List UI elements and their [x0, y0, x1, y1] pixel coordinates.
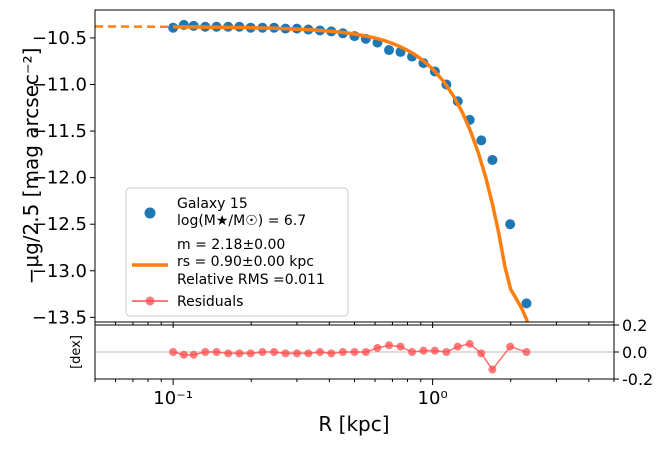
main-y-tick-label: −12.0: [32, 168, 87, 189]
residual-point: [224, 349, 233, 358]
main-y-axis-label: −μg/2.5 [mag arcsec⁻²]: [19, 48, 43, 285]
residual-point: [189, 350, 198, 359]
galaxy-data-point: [521, 298, 532, 309]
main-y-tick-label: −13.5: [32, 307, 87, 328]
residual-point: [304, 349, 313, 358]
residual-y-axis: 0.2 0.0 -0.2: [614, 316, 653, 389]
residual-point: [396, 342, 405, 351]
main-y-tick-label: −11.0: [32, 75, 87, 96]
residual-point: [179, 350, 188, 359]
residual-y-axis-label: [dex]: [69, 335, 84, 369]
legend-residuals-marker: [145, 296, 155, 306]
residual-y-tick-label: -0.2: [622, 370, 653, 389]
legend-m-label: m = 2.18±0.00: [177, 237, 285, 253]
residual-point: [384, 341, 393, 350]
residual-point: [292, 349, 301, 358]
residual-point: [281, 349, 290, 358]
residual-point: [246, 349, 255, 358]
legend-mass-label: log(M★/M☉) = 6.7: [177, 213, 306, 229]
sersic-fit-line: [173, 25, 530, 322]
legend-galaxy-label: Galaxy 15: [177, 196, 248, 212]
residual-point: [373, 343, 382, 352]
legend-box: [125, 187, 349, 317]
residual-point: [408, 348, 417, 356]
residual-point: [430, 346, 439, 355]
galaxy-data-point: [505, 219, 516, 230]
residual-point: [212, 348, 221, 356]
residual-point: [270, 348, 279, 356]
x-axis-label: R [kpc]: [318, 412, 389, 436]
legend-rms-label: Relative RMS =0.011: [177, 272, 325, 288]
residual-point: [235, 349, 244, 358]
main-y-tick-label: −12.5: [32, 214, 87, 235]
residual-point: [453, 342, 462, 351]
main-y-tick-label: −10.5: [32, 28, 87, 49]
legend-residuals-label: Residuals: [177, 294, 243, 310]
residual-point: [258, 348, 267, 356]
residual-point: [442, 348, 451, 356]
residual-point: [169, 348, 178, 356]
residual-y-tick-label: 0.2: [622, 316, 647, 335]
legend: Galaxy 15 log(M★/M☉) = 6.7 m = 2.18±0.00…: [125, 187, 349, 317]
residual-point: [338, 348, 347, 356]
residual-plot-area: [95, 339, 614, 374]
legend-galaxy-marker: [144, 207, 156, 219]
residual-point: [477, 349, 486, 358]
legend-rs-label: rs = 0.90±0.00 kpc: [177, 254, 314, 270]
galaxy-data-point: [383, 45, 394, 56]
galaxy-data-point: [476, 135, 487, 146]
main-y-tick-label: −13.0: [32, 261, 87, 282]
residual-point: [201, 348, 210, 356]
residual-y-tick-label: 0.0: [622, 343, 647, 362]
galaxy-data-point: [487, 154, 498, 165]
residual-point: [327, 349, 336, 358]
residual-point: [315, 348, 324, 356]
main-y-axis: −10.5 −11.0 −11.5 −12.0 −12.5 −13.0 −13.5: [32, 28, 95, 328]
residual-point: [361, 348, 370, 356]
x-tick-label: 10⁰: [418, 388, 448, 409]
residual-point: [522, 348, 531, 356]
x-tick-label: 10⁻¹: [153, 388, 193, 409]
residual-point: [465, 339, 474, 348]
residual-point: [506, 342, 515, 351]
residual-point: [350, 348, 359, 356]
residual-point: [488, 365, 497, 374]
main-plot-area: [95, 19, 532, 322]
x-axis: 10⁻¹ 10⁰: [94, 322, 615, 409]
main-y-tick-label: −11.5: [32, 121, 87, 142]
residual-point: [419, 346, 428, 355]
